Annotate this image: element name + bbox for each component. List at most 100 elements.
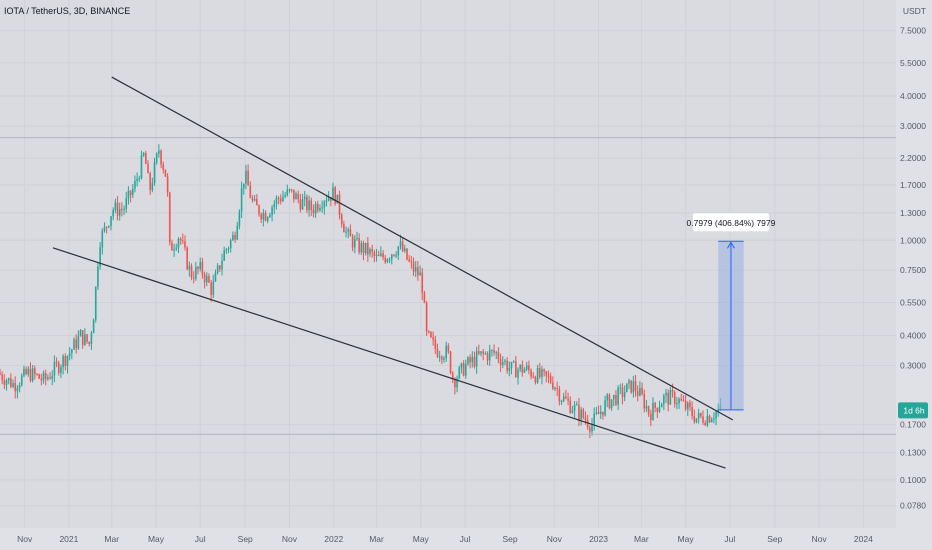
candle-body[interactable] [643, 393, 646, 409]
candle-body[interactable] [473, 356, 476, 367]
candle-body[interactable] [312, 209, 315, 214]
candle-body[interactable] [212, 281, 215, 295]
trendline-upper[interactable] [111, 76, 734, 421]
candle-body[interactable] [478, 351, 480, 354]
candle-body[interactable] [253, 199, 256, 201]
candle-body[interactable] [373, 251, 376, 257]
candle-body[interactable] [282, 196, 284, 202]
candle-body[interactable] [504, 360, 506, 363]
candle-body[interactable] [232, 234, 234, 241]
candle-body[interactable] [545, 371, 548, 376]
time-axis[interactable]: Nov 2021 Mar May Jul Sep Nov 2022 Mar May Jul Sep No… [0, 528, 932, 550]
candle-body[interactable] [103, 226, 106, 231]
candle-body[interactable] [16, 388, 19, 392]
candle-body[interactable] [266, 217, 269, 221]
candle-body[interactable] [38, 374, 40, 379]
candle-body[interactable] [515, 361, 517, 378]
candle-body[interactable] [360, 243, 363, 253]
candle-body[interactable] [7, 378, 10, 381]
candle-body[interactable] [706, 415, 709, 426]
candle-body[interactable] [364, 242, 367, 254]
candle-body[interactable] [81, 330, 84, 345]
candle-body[interactable] [44, 372, 47, 379]
candle-body[interactable] [330, 197, 332, 201]
candle-body[interactable] [138, 178, 141, 180]
candle-body[interactable] [34, 368, 36, 374]
candle-body[interactable] [671, 390, 674, 393]
candle-body[interactable] [79, 330, 82, 337]
candle-body[interactable] [586, 420, 589, 428]
candle-body[interactable] [225, 249, 228, 251]
candle-body[interactable] [691, 407, 693, 416]
candle-body[interactable] [229, 240, 232, 249]
candle-body[interactable] [508, 368, 511, 371]
candle-body[interactable] [538, 367, 541, 377]
candle-body[interactable] [621, 387, 624, 397]
candle-body[interactable] [669, 390, 672, 405]
candle-body[interactable] [173, 248, 175, 251]
candle-body[interactable] [186, 247, 188, 270]
candle-body[interactable] [149, 173, 151, 190]
candle-body[interactable] [190, 265, 193, 278]
candle-body[interactable] [578, 404, 580, 420]
candle-body[interactable] [319, 208, 321, 211]
candle-body[interactable] [205, 276, 208, 283]
candle-body[interactable] [97, 266, 99, 287]
candle-body[interactable] [456, 378, 458, 388]
candle-body[interactable] [660, 404, 663, 408]
candle-body[interactable] [57, 363, 60, 373]
candle-body[interactable] [73, 339, 75, 350]
candle-body[interactable] [423, 292, 426, 303]
candle-body[interactable] [558, 388, 561, 402]
candle-body[interactable] [569, 400, 572, 413]
candle-body[interactable] [18, 385, 21, 389]
candle-body[interactable] [99, 247, 101, 267]
candle-body[interactable] [462, 363, 465, 376]
candle-body[interactable] [612, 394, 615, 400]
candle-body[interactable] [556, 387, 558, 389]
candle-body[interactable] [223, 250, 225, 261]
candle-body[interactable] [493, 350, 495, 353]
candle-body[interactable] [340, 214, 343, 225]
candle-body[interactable] [399, 241, 402, 247]
candle-body[interactable] [443, 358, 445, 360]
candle-body[interactable] [279, 198, 282, 202]
candle-body[interactable] [488, 350, 491, 361]
candle-body[interactable] [663, 395, 665, 405]
candle-body[interactable] [160, 150, 162, 165]
candle-body[interactable] [12, 382, 14, 387]
candle-body[interactable] [521, 364, 524, 373]
candle-body[interactable] [295, 193, 297, 200]
candle-body[interactable] [530, 370, 532, 377]
candle-body[interactable] [377, 254, 380, 256]
candle-body[interactable] [162, 164, 165, 170]
candle-body[interactable] [367, 242, 369, 255]
candle-body[interactable] [238, 211, 241, 227]
candle-body[interactable] [386, 259, 389, 263]
candle-body[interactable] [118, 209, 121, 216]
candle-body[interactable] [395, 255, 397, 257]
candle-body[interactable] [210, 282, 212, 295]
candle-body[interactable] [430, 332, 432, 338]
candle-body[interactable] [247, 170, 249, 186]
candle-body[interactable] [284, 195, 286, 197]
candle-body[interactable] [23, 368, 25, 376]
candle-body[interactable] [158, 150, 160, 154]
candle-body[interactable] [665, 392, 667, 396]
candle-body[interactable] [571, 410, 574, 413]
candle-body[interactable] [249, 185, 252, 198]
candle-body[interactable] [310, 200, 313, 210]
candle-body[interactable] [580, 409, 582, 420]
candle-body[interactable] [421, 272, 424, 293]
candle-body[interactable] [541, 369, 543, 377]
candle-body[interactable] [436, 348, 439, 357]
candle-body[interactable] [536, 367, 539, 383]
candle-body[interactable] [303, 196, 306, 200]
candle-body[interactable] [42, 372, 45, 381]
candle-body[interactable] [175, 247, 178, 249]
candle-body[interactable] [619, 387, 622, 389]
candle-body[interactable] [634, 381, 637, 392]
candle-body[interactable] [62, 355, 64, 368]
candle-body[interactable] [92, 319, 95, 334]
candle-body[interactable] [589, 427, 591, 432]
